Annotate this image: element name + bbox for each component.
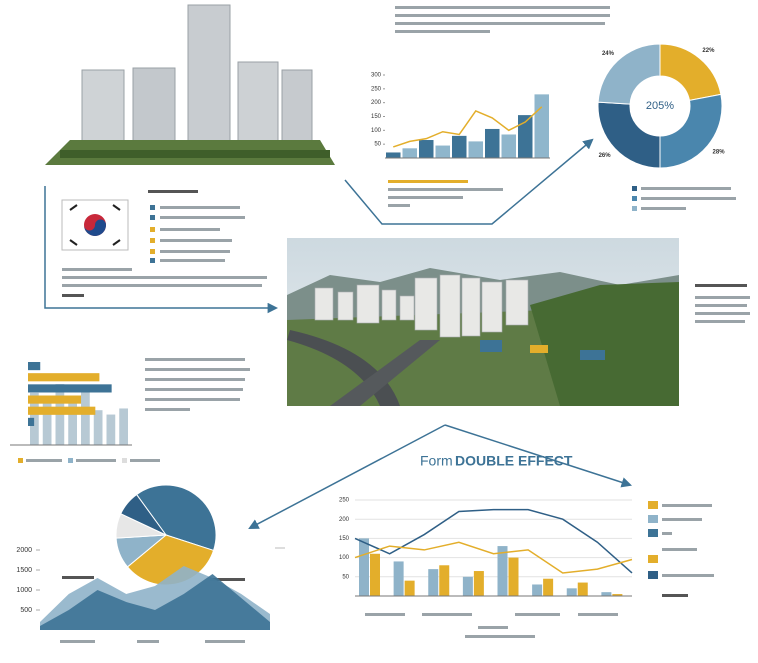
y-tick-label: 1000 bbox=[16, 587, 32, 594]
donut-slice bbox=[597, 101, 661, 169]
bar bbox=[508, 557, 519, 596]
title-prefix: Form bbox=[420, 453, 453, 469]
text-block bbox=[388, 6, 610, 207]
line bbox=[354, 541, 633, 574]
column bbox=[42, 397, 52, 445]
hbar bbox=[28, 395, 82, 404]
line bbox=[393, 106, 543, 148]
city-photo bbox=[287, 238, 679, 406]
bar bbox=[452, 135, 467, 158]
donut-label: 26% bbox=[599, 153, 612, 159]
bar bbox=[566, 588, 577, 596]
bar bbox=[419, 140, 434, 158]
hbar bbox=[28, 373, 100, 382]
bar bbox=[534, 94, 549, 158]
area bbox=[40, 574, 270, 630]
donut-slice bbox=[659, 93, 723, 169]
hbar bbox=[28, 406, 96, 415]
bar bbox=[473, 571, 484, 596]
column bbox=[106, 414, 116, 445]
bar bbox=[404, 580, 415, 596]
y-tick-label: 100 bbox=[339, 555, 350, 561]
bar bbox=[370, 553, 380, 596]
pie-slice bbox=[120, 493, 167, 536]
y-tick-label: 50 bbox=[342, 574, 349, 580]
bar bbox=[518, 115, 533, 158]
y-tick-label: 200 bbox=[371, 100, 382, 106]
donut-center: 205% bbox=[646, 100, 674, 112]
column bbox=[30, 392, 39, 445]
bar bbox=[428, 569, 439, 596]
column bbox=[119, 408, 128, 445]
title: DOUBLE EFFECT bbox=[455, 453, 573, 469]
donut-label: 28% bbox=[713, 149, 726, 155]
y-tick-label: 100 bbox=[371, 128, 382, 134]
hbar bbox=[28, 417, 35, 426]
bar bbox=[612, 594, 623, 596]
hbar bbox=[28, 362, 41, 371]
column bbox=[93, 410, 103, 445]
y-tick-label: 500 bbox=[20, 607, 32, 614]
hbar bbox=[28, 384, 112, 393]
donut-label: 24% bbox=[602, 51, 615, 57]
building-photo bbox=[45, 0, 335, 165]
bar bbox=[532, 584, 543, 596]
bar bbox=[501, 134, 516, 158]
bar bbox=[439, 565, 450, 596]
bar bbox=[577, 582, 588, 596]
y-tick-label: 200 bbox=[339, 517, 350, 523]
column bbox=[81, 391, 90, 445]
donut-slice bbox=[597, 43, 661, 105]
pie-slice bbox=[135, 484, 217, 552]
legend-list bbox=[18, 186, 750, 643]
y-tick-label: 250 bbox=[339, 498, 350, 504]
bar bbox=[386, 152, 401, 158]
bar bbox=[497, 546, 508, 596]
column bbox=[68, 403, 77, 445]
y-tick-label: 150 bbox=[371, 114, 382, 120]
bar bbox=[601, 592, 612, 596]
y-tick-label: 150 bbox=[339, 536, 350, 542]
bar bbox=[543, 578, 554, 596]
bar bbox=[462, 576, 473, 596]
bar bbox=[402, 148, 417, 158]
bar bbox=[468, 141, 483, 158]
arrows bbox=[44, 138, 632, 549]
bar bbox=[393, 561, 404, 596]
bar bbox=[435, 145, 450, 158]
bar bbox=[359, 538, 369, 596]
y-tick-label: 250 bbox=[371, 86, 382, 92]
donut-label: 22% bbox=[702, 48, 715, 54]
flag bbox=[61, 199, 129, 251]
y-tick-label: 300 bbox=[371, 73, 382, 79]
y-tick-label: 1500 bbox=[16, 567, 32, 574]
bar bbox=[485, 128, 500, 158]
y-tick-label: 50 bbox=[374, 142, 381, 148]
y-tick-label: 2000 bbox=[16, 547, 32, 554]
